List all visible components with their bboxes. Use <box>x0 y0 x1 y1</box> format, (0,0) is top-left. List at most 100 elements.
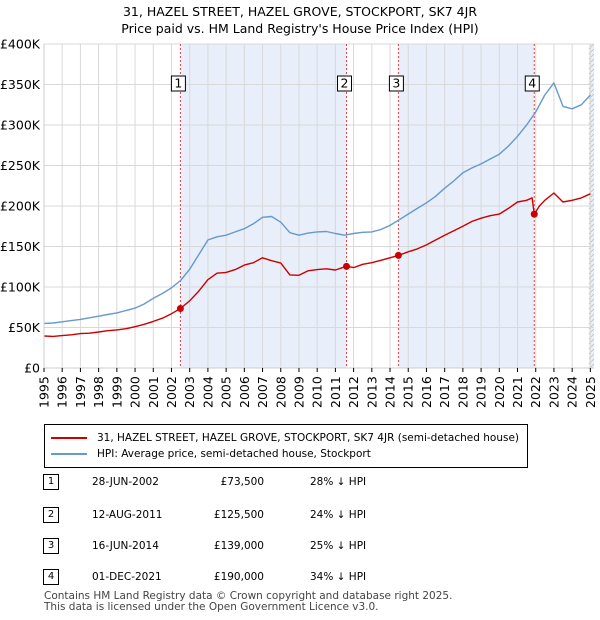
table-row: 4 01-DEC-2021 £190,000 34% ↓ HPI <box>0 569 600 587</box>
hatch-line <box>588 278 595 285</box>
y-tick-label: £100K <box>0 280 41 295</box>
price-chart: 1 2 3 4 £0 £50K £100K £150K £200K £250K £300K £350… <box>0 37 598 409</box>
hatch-line <box>588 358 595 365</box>
y-tick-label: £0 <box>24 361 40 376</box>
hatch-line <box>588 238 595 245</box>
sale-label-number: 1 <box>174 76 182 91</box>
hatch-line <box>588 148 595 155</box>
x-tick-label: 2000 <box>128 376 143 408</box>
legend-item-hpi: HPI: Average price, semi-detached house,… <box>51 447 371 461</box>
x-tick-label: 2007 <box>255 376 270 408</box>
hatch-line <box>588 213 595 220</box>
sale-label-box <box>524 75 540 92</box>
hatch-line <box>588 268 595 275</box>
hatch-line <box>588 208 595 215</box>
legend-swatch-property <box>51 437 87 439</box>
x-tick-label: 2006 <box>237 376 252 408</box>
legend-label-property: 31, HAZEL STREET, HAZEL GROVE, STOCKPORT… <box>97 432 520 444</box>
x-tick-label: 2011 <box>328 376 343 408</box>
x-tick-label: 2019 <box>474 376 489 408</box>
sale-hpi-diff: 34% ↓ HPI <box>310 571 367 583</box>
x-tick-label: 2021 <box>510 376 525 408</box>
hatch-line <box>588 293 595 300</box>
hatch-line <box>588 248 595 255</box>
footer-copyright: Contains HM Land Registry data © Crown c… <box>44 590 453 602</box>
hatch-line <box>588 68 595 75</box>
table-row: 2 12-AUG-2011 £125,500 24% ↓ HPI <box>0 507 600 525</box>
hatch-line <box>588 188 595 195</box>
hatch-line <box>588 183 595 190</box>
sale-number-badge: 2 <box>43 507 59 523</box>
hatch-line <box>588 78 595 85</box>
hatch-line <box>588 163 595 170</box>
y-tick-label: £250K <box>0 158 41 173</box>
hatch-line <box>588 328 595 335</box>
x-tick-label: 1997 <box>73 376 88 408</box>
x-tick-label: 2008 <box>273 376 288 408</box>
hatch-line <box>588 343 595 350</box>
hatch-line <box>588 318 595 325</box>
sale-label-box <box>170 75 186 92</box>
legend-label-hpi: HPI: Average price, semi-detached house,… <box>97 448 371 460</box>
x-tick-label: 1996 <box>55 376 70 408</box>
hatch-line <box>588 53 595 60</box>
x-tick-label: 2020 <box>492 376 507 408</box>
legend-swatch-hpi <box>51 453 87 455</box>
x-tick-label: 1995 <box>37 376 52 408</box>
footer-licence: This data is licensed under the Open Gov… <box>44 601 379 613</box>
hatch-line <box>588 303 595 310</box>
x-tick-label: 2012 <box>346 376 361 408</box>
hatch-line <box>588 108 595 115</box>
x-tick-label: 2013 <box>364 376 379 408</box>
hatch-line <box>588 228 595 235</box>
hatch-line <box>588 138 595 145</box>
sale-label-box <box>337 75 352 92</box>
sale-price: £190,000 <box>213 571 264 583</box>
x-tick-label: 2004 <box>200 376 215 408</box>
hatch-line <box>588 63 595 70</box>
sale-point <box>176 304 184 312</box>
sale-number-badge: 1 <box>43 474 59 490</box>
hatch-line <box>588 353 595 360</box>
hatch-line <box>588 73 595 80</box>
hatch-line <box>588 193 595 200</box>
y-tick-label: £150K <box>0 239 41 254</box>
sale-price: £139,000 <box>213 540 264 552</box>
x-tick-label: 1998 <box>91 376 106 408</box>
hatch-line <box>588 258 595 265</box>
sale-price: £125,500 <box>213 509 264 521</box>
x-tick-label: 2010 <box>310 376 325 408</box>
hatch-line <box>588 133 595 140</box>
hatch-line <box>588 298 595 305</box>
sale-date: 28-JUN-2002 <box>92 476 159 488</box>
y-tick-label: £200K <box>0 199 41 214</box>
hatch-line <box>588 218 595 225</box>
sale-point <box>530 210 538 218</box>
sale-number-badge: 4 <box>43 569 59 585</box>
hatch-line <box>588 263 595 270</box>
hatch-line <box>588 88 595 95</box>
hatch-line <box>588 313 595 320</box>
sale-date: 01-DEC-2021 <box>92 571 162 583</box>
x-tick-label: 2001 <box>146 376 161 408</box>
y-tick-label: £300K <box>0 118 41 133</box>
hatch-line <box>588 98 595 105</box>
y-tick-label: £400K <box>0 37 41 52</box>
legend-item-property: 31, HAZEL STREET, HAZEL GROVE, STOCKPORT… <box>51 431 519 445</box>
table-row: 1 28-JUN-2002 £73,500 28% ↓ HPI <box>0 474 600 492</box>
x-tick-label: 2022 <box>528 376 543 408</box>
hatch-line <box>588 143 595 150</box>
x-tick-label: 1999 <box>109 376 124 408</box>
sale-vertical-lines: 1 2 3 4 <box>170 44 540 368</box>
hatch-line <box>588 43 595 50</box>
hatch-line <box>588 48 595 55</box>
hatch-line <box>588 288 595 295</box>
sale-label-number: 2 <box>341 76 349 91</box>
sale-hpi-diff: 24% ↓ HPI <box>310 509 367 521</box>
hatch-line <box>588 113 595 120</box>
hatch-line <box>588 348 595 355</box>
sale-point <box>343 262 350 270</box>
sale-label-number: 4 <box>528 76 536 91</box>
y-tick-label: £50K <box>8 320 41 335</box>
hatch-line <box>588 333 595 340</box>
